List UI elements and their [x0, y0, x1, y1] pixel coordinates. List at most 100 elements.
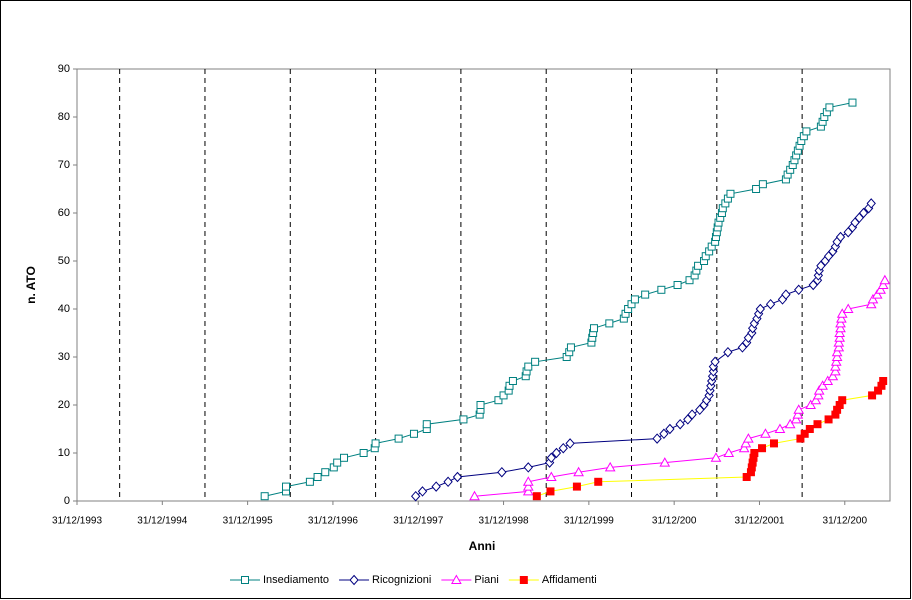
- data-point: [522, 476, 534, 486]
- data-point: [687, 409, 697, 420]
- data-point: [769, 439, 778, 448]
- data-point: [531, 357, 540, 366]
- data-point: [838, 396, 847, 405]
- data-point: [659, 457, 671, 467]
- data-point: [835, 231, 846, 243]
- data-point: [752, 185, 761, 193]
- data-point: [558, 442, 568, 454]
- data-point: [822, 375, 834, 385]
- data-point: [812, 389, 824, 400]
- data-point: [848, 98, 857, 107]
- data-point: [260, 492, 269, 501]
- data-point: [740, 437, 752, 448]
- data-point: [417, 486, 428, 497]
- data-point: [546, 452, 556, 464]
- data-point: [522, 485, 534, 496]
- legend-label: Affidamenti: [542, 574, 597, 586]
- data-point: [573, 466, 584, 477]
- y-tick-label: 40: [58, 303, 70, 315]
- data-point: [824, 415, 833, 424]
- data-point: [333, 458, 342, 467]
- data-point: [758, 444, 767, 453]
- data-point: [805, 425, 814, 433]
- data-point: [411, 490, 421, 502]
- data-point: [750, 449, 759, 457]
- data-point: [858, 207, 869, 219]
- data-point: [630, 295, 639, 304]
- data-point: [685, 276, 694, 285]
- data-point: [796, 434, 805, 443]
- data-point: [830, 356, 842, 366]
- legend-marker: [451, 574, 462, 584]
- data-point: [545, 471, 557, 481]
- data-point: [589, 324, 598, 333]
- data-point: [793, 404, 805, 414]
- data-point: [875, 284, 886, 294]
- data-point: [704, 390, 714, 401]
- data-point: [827, 370, 839, 381]
- data-point: [705, 385, 715, 396]
- data-point: [833, 337, 845, 347]
- data-point: [812, 274, 823, 286]
- data-point: [710, 356, 720, 368]
- data-point: [523, 462, 533, 473]
- data-point: [879, 377, 888, 385]
- data-point: [499, 391, 508, 400]
- data-point: [494, 396, 503, 405]
- data-point: [409, 429, 418, 438]
- data-point: [641, 290, 650, 299]
- y-axis-title: n. ATO: [24, 266, 38, 304]
- x-tick-label: 31/12/200: [823, 516, 868, 527]
- data-point: [830, 365, 841, 376]
- y-tick-label: 80: [58, 111, 70, 123]
- data-point: [321, 468, 330, 477]
- data-point: [834, 327, 846, 337]
- x-tick-label: 31/12/200: [652, 516, 697, 527]
- data-point: [340, 453, 349, 462]
- data-point: [371, 439, 380, 448]
- data-point: [659, 428, 669, 440]
- data-point: [394, 434, 403, 443]
- data-point: [842, 303, 854, 313]
- data-point: [743, 433, 754, 443]
- x-tick-label: 31/12/2001: [734, 516, 784, 527]
- y-tick-label: 0: [64, 495, 70, 507]
- data-point: [742, 473, 751, 481]
- y-tick-label: 10: [58, 447, 70, 459]
- data-point: [758, 180, 767, 189]
- legend-label: Piani: [474, 574, 498, 586]
- data-point: [694, 261, 703, 270]
- data-point: [760, 428, 771, 438]
- x-axis-title: Anni: [469, 539, 496, 553]
- data-point: [524, 362, 533, 371]
- data-point: [565, 438, 575, 449]
- data-point: [673, 281, 682, 289]
- data-point: [452, 471, 463, 483]
- data-point: [792, 409, 804, 419]
- y-tick-label: 60: [58, 207, 70, 219]
- data-point: [755, 303, 765, 315]
- data-point: [738, 442, 750, 453]
- data-point: [313, 473, 322, 481]
- data-point: [726, 189, 735, 198]
- data-point: [723, 346, 733, 358]
- data-point: [532, 492, 541, 501]
- data-point: [805, 399, 817, 409]
- y-tick-label: 70: [58, 159, 70, 171]
- x-tick-label: 31/12/1997: [393, 516, 443, 527]
- data-point: [800, 429, 809, 438]
- data-point: [813, 270, 824, 281]
- x-tick-label: 31/12/1994: [137, 516, 187, 527]
- data-point: [790, 413, 802, 424]
- data-point: [359, 449, 368, 457]
- plot-area: [76, 68, 891, 502]
- data-point: [868, 391, 877, 400]
- data-point: [813, 385, 825, 395]
- x-tick-label: 31/12/1998: [479, 516, 529, 527]
- y-tick-label: 30: [58, 351, 70, 363]
- data-point: [871, 289, 883, 299]
- legend-label: Ricognizioni: [372, 574, 431, 586]
- data-point: [665, 423, 675, 435]
- data-point: [594, 477, 603, 486]
